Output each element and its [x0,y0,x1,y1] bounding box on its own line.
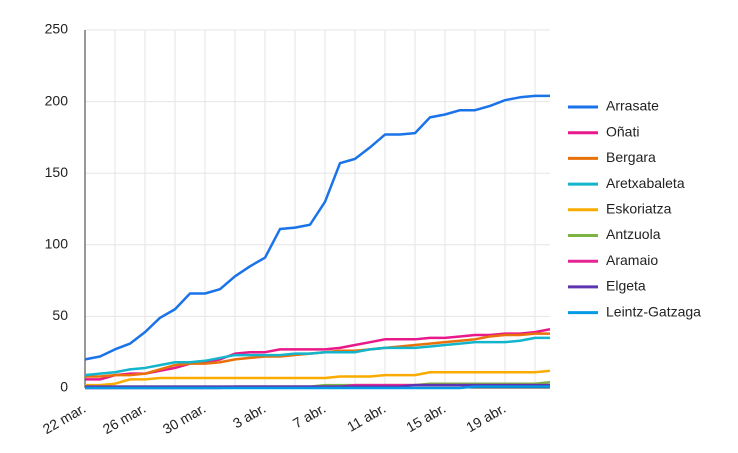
legend-label: Elgeta [606,278,646,294]
legend-label: Arrasate [606,98,659,114]
y-tick-label: 100 [45,236,69,252]
y-tick-label: 200 [45,92,69,108]
y-tick-label: 150 [45,164,69,180]
y-tick-label: 250 [45,21,69,37]
x-tick-label: 7 abr. [290,400,328,431]
x-tick-label: 15 abr. [403,400,448,435]
x-tick-label: 11 abr. [344,400,388,435]
x-tick-label: 30 mar. [160,400,208,437]
line [84,94,550,361]
legend-label: Antzuola [606,226,661,242]
x-tick-label: 26 mar. [100,400,148,437]
legend-label: Aretxabaleta [606,175,685,191]
line [85,383,550,388]
legend-label: Bergara [606,149,656,165]
line [85,369,551,387]
x-tick-label: 22 mar. [40,400,88,437]
legend-label: Eskoriatza [606,201,672,217]
line [85,332,550,378]
line [84,336,550,377]
y-tick-label: 50 [52,307,68,323]
y-tick-label: 0 [60,379,68,395]
line [85,385,550,390]
x-tick-label: 3 abr. [230,400,268,431]
line [85,328,551,381]
x-tick-label: 19 abr. [463,400,508,435]
legend-label: Oñati [606,123,639,139]
legend-label: Leintz-Gatzaga [606,303,701,319]
legend-label: Aramaio [606,252,658,268]
